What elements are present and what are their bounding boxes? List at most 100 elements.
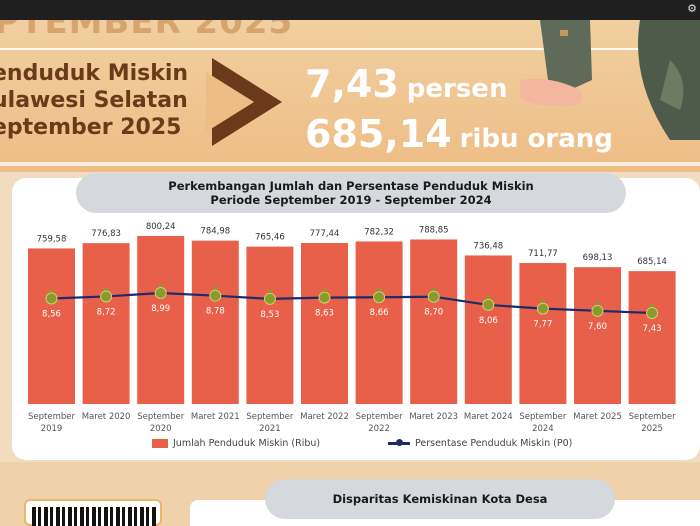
bar-value-label: 711,77 bbox=[528, 249, 558, 259]
banner-rule bbox=[0, 48, 700, 50]
money-bag-knot bbox=[49, 289, 54, 293]
bar-value-label: 777,44 bbox=[310, 229, 340, 239]
money-bag-knot bbox=[158, 284, 163, 287]
bar-5 bbox=[246, 246, 294, 404]
bar-11 bbox=[574, 267, 621, 404]
bar-7 bbox=[355, 241, 403, 404]
line-point bbox=[536, 302, 549, 315]
line-value-label: 8,99 bbox=[151, 304, 170, 314]
line-point bbox=[591, 304, 604, 317]
bar-value-label: 800,24 bbox=[146, 222, 176, 232]
money-bag-knot bbox=[486, 295, 491, 299]
line-point bbox=[100, 290, 113, 303]
stat-percent-unit: persen bbox=[406, 74, 508, 104]
bar-value-label: 765,46 bbox=[255, 233, 285, 243]
bar-6 bbox=[301, 242, 348, 404]
bar-value-label: 788,85 bbox=[419, 225, 449, 235]
legend-line-swatch bbox=[388, 439, 410, 446]
stat-count: 685,14 ribu orang bbox=[305, 112, 613, 156]
bar-value-label: 776,83 bbox=[91, 229, 121, 239]
bar-value-label: 759,58 bbox=[37, 234, 67, 244]
x-tick-label: September bbox=[246, 412, 293, 422]
qr-pattern bbox=[32, 507, 156, 526]
line-point bbox=[646, 307, 659, 319]
stat-count-value: 685,14 bbox=[305, 112, 452, 156]
x-tick-label: September bbox=[356, 412, 403, 422]
bar-2 bbox=[82, 243, 130, 404]
x-tick-label: 2022 bbox=[368, 424, 390, 434]
line-value-label: 8,78 bbox=[206, 307, 225, 317]
qr-code bbox=[24, 499, 162, 526]
x-tick-label: 2019 bbox=[41, 424, 63, 434]
bar-value-label: 698,13 bbox=[583, 253, 613, 263]
line-value-label: 8,72 bbox=[97, 307, 116, 317]
line-value-label: 8,53 bbox=[260, 310, 279, 320]
bar-value-label: 784,98 bbox=[200, 227, 230, 237]
x-tick-label: 2025 bbox=[641, 424, 663, 434]
chevron-arrow-inner bbox=[206, 72, 254, 132]
money-bag-knot bbox=[540, 299, 545, 303]
bar-9 bbox=[464, 255, 512, 404]
bar-value-label: 782,32 bbox=[364, 227, 394, 237]
x-tick-label: September bbox=[137, 412, 184, 422]
bar-3 bbox=[137, 236, 185, 404]
x-tick-label: September bbox=[28, 412, 75, 422]
x-tick-label: 2021 bbox=[259, 424, 281, 434]
legend-bar-label: Jumlah Penduduk Miskin (Ribu) bbox=[173, 438, 321, 449]
subsection-title: Disparitas Kemiskinan Kota Desa bbox=[265, 479, 615, 519]
banner-bottom-rule bbox=[0, 162, 700, 166]
money-bag-knot bbox=[322, 288, 327, 292]
x-tick-label: September bbox=[519, 412, 566, 422]
stat-percent-value: 7,43 bbox=[305, 62, 399, 106]
banner-title-line-2: ulawesi Selatan bbox=[0, 88, 188, 113]
x-tick-label: Maret 2021 bbox=[191, 412, 240, 422]
line-value-label: 7,77 bbox=[533, 320, 552, 330]
legend-line: Persentase Penduduk Miskin (P0) bbox=[388, 438, 572, 449]
banner-title-line-1: enduduk Miskin bbox=[0, 61, 189, 86]
x-tick-label: 2020 bbox=[150, 424, 172, 434]
banner-heading: EPTEMBER 2025 bbox=[0, 20, 294, 42]
x-tick-label: September bbox=[629, 412, 676, 422]
bar-1 bbox=[28, 248, 75, 404]
x-tick-label: 2024 bbox=[532, 424, 554, 434]
money-bag-knot bbox=[595, 301, 600, 305]
bar-value-label: 736,48 bbox=[473, 241, 503, 251]
infographic-banner: EPTEMBER 2025 enduduk Miskin ulawesi Sel… bbox=[0, 20, 700, 172]
line-point bbox=[154, 287, 167, 299]
bar-4 bbox=[191, 240, 239, 404]
browser-topbar: ⚙ bbox=[0, 0, 700, 20]
line-value-label: 8,63 bbox=[315, 309, 334, 319]
percentage-line bbox=[51, 291, 653, 315]
line-value-label: 7,60 bbox=[588, 322, 607, 332]
banner-title-line-3: eptember 2025 bbox=[0, 115, 182, 140]
money-bag-knot bbox=[650, 304, 655, 307]
stat-percent: 7,43 persen bbox=[305, 62, 507, 106]
legend-bars: Jumlah Penduduk Miskin (Ribu) bbox=[152, 438, 320, 449]
money-bag-knot bbox=[213, 286, 218, 290]
x-tick-label: Maret 2025 bbox=[573, 412, 622, 422]
money-bag-knot bbox=[267, 289, 272, 293]
money-bag-knot bbox=[431, 287, 436, 291]
settings-icon[interactable]: ⚙ bbox=[687, 2, 697, 15]
legend-bar-swatch bbox=[152, 439, 168, 448]
banner-left-title: enduduk Miskin ulawesi Selatan eptember … bbox=[0, 60, 188, 141]
line-value-label: 8,56 bbox=[42, 310, 61, 320]
chart-title-pill: Perkembangan Jumlah dan Persentase Pendu… bbox=[76, 173, 626, 213]
bar-value-label: 685,14 bbox=[637, 257, 667, 267]
line-value-label: 8,66 bbox=[370, 308, 389, 318]
bar-12 bbox=[628, 271, 676, 404]
x-tick-label: Maret 2024 bbox=[464, 412, 513, 422]
bar-8 bbox=[410, 239, 458, 404]
money-bag-knot bbox=[104, 287, 109, 291]
line-value-label: 8,06 bbox=[479, 316, 498, 326]
line-point bbox=[482, 298, 495, 311]
bar-10 bbox=[519, 263, 567, 404]
line-point bbox=[318, 291, 331, 304]
line-point bbox=[427, 290, 440, 303]
chart-title: Perkembangan Jumlah dan Persentase Pendu… bbox=[168, 179, 534, 193]
line-point bbox=[373, 291, 386, 304]
x-tick-label: Maret 2022 bbox=[300, 412, 349, 422]
stat-count-unit: ribu orang bbox=[459, 124, 613, 154]
money-bag-knot bbox=[377, 288, 382, 292]
